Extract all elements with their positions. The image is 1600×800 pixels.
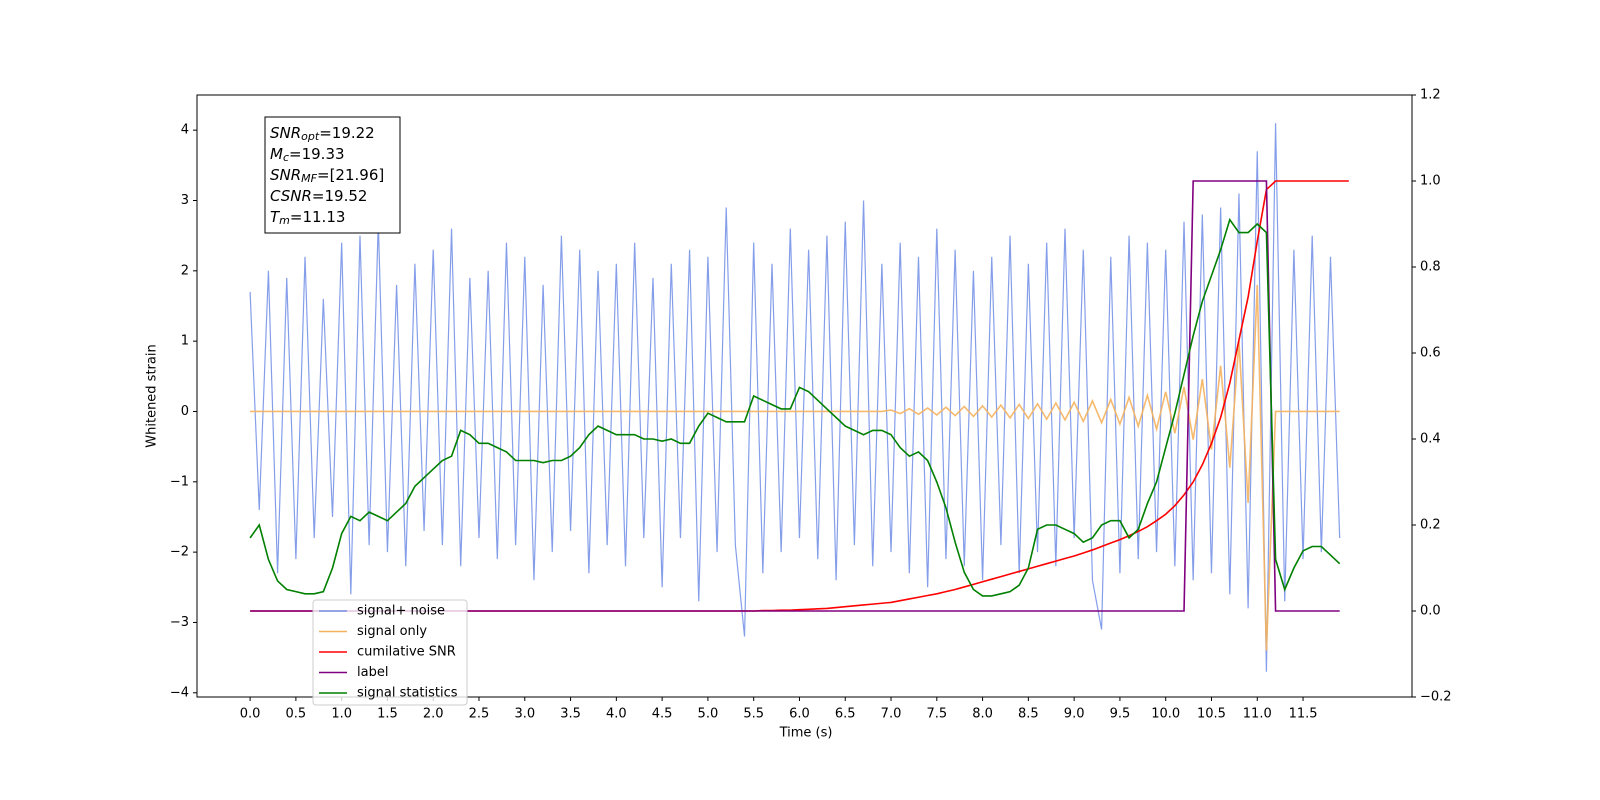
series-line: [250, 284, 1340, 651]
annotation-main: CSNR: [270, 187, 312, 205]
x-tick-label: 1.0: [331, 707, 352, 722]
annotation-line: Mc=19.33: [270, 145, 345, 165]
y-axis-label: Whitened strain: [145, 344, 160, 447]
x-tick-label: 2.0: [423, 707, 444, 722]
x-tick-label: 11.0: [1243, 707, 1272, 722]
y2-tick-label: 0.4: [1420, 432, 1441, 447]
y-tick-label: −4: [170, 685, 189, 700]
x-tick-label: 4.5: [652, 707, 673, 722]
x-tick-label: 3.5: [560, 707, 581, 722]
y-tick-label: 1: [181, 334, 189, 349]
annotation: SNRopt=19.22Mc=19.33SNRMF=[21.96]CSNR=19…: [264, 116, 401, 234]
legend-label: signal+ noise: [357, 604, 445, 619]
y-tick-label: 2: [181, 263, 189, 278]
x-tick-label: 8.0: [972, 707, 993, 722]
annotation-line: Tm=11.13: [270, 208, 345, 228]
x-axis-label: Time (s): [779, 726, 833, 741]
legend-label: cumilative SNR: [357, 645, 456, 660]
annotation-box: [264, 116, 401, 234]
legend-label: signal only: [357, 624, 427, 639]
legend-label: label: [357, 665, 388, 680]
y2-tick-label: 0.6: [1420, 346, 1441, 361]
x-tick-label: 6.5: [835, 707, 856, 722]
x-tick-label: 5.0: [698, 707, 719, 722]
x-tick-label: 0.5: [286, 707, 307, 722]
x-tick-label: 1.5: [377, 707, 398, 722]
annotation-main: M: [270, 145, 283, 163]
y2-tick-label: 0.2: [1420, 518, 1441, 533]
plot-frame: [196, 94, 1413, 698]
annotation-rest: =19.33: [289, 145, 345, 163]
x-tick-label: 6.0: [789, 707, 810, 722]
x-tick-label: 7.0: [881, 707, 902, 722]
y-tick-label: −3: [170, 615, 189, 630]
series-line: [249, 123, 1341, 672]
y-tick-label: 4: [181, 123, 189, 138]
annotation-line: CSNR=19.52: [270, 187, 367, 205]
x-tick-label: 5.5: [743, 707, 764, 722]
x-tick-label: 9.5: [1110, 707, 1131, 722]
y2-tick-label: 1.2: [1420, 88, 1441, 103]
x-tick-label: 4.0: [606, 707, 627, 722]
annotation-sub: m: [279, 214, 290, 227]
x-tick-label: 9.0: [1064, 707, 1085, 722]
annotation-rest: =19.22: [319, 124, 375, 142]
legend-box: [312, 599, 468, 706]
annotation-line: SNRMF=[21.96]: [270, 166, 384, 186]
annotation-sub: c: [283, 151, 289, 164]
annotation-rest: =19.52: [312, 187, 368, 205]
annotation-rest: =11.13: [290, 208, 346, 226]
annotation-line: SNRopt=19.22: [270, 124, 375, 144]
y-tick-label: −2: [170, 545, 189, 560]
annotation-main: SNR: [270, 166, 301, 184]
annotation-main: T: [270, 208, 281, 226]
y-tick-label: −1: [170, 474, 189, 489]
series-line: [250, 180, 1349, 612]
annotation-rest: =[21.96]: [317, 166, 384, 184]
x-tick-label: 0.0: [240, 707, 261, 722]
x-tick-label: 7.5: [926, 707, 947, 722]
x-tick-label: 3.0: [514, 707, 535, 722]
annotation-sub: opt: [301, 130, 320, 143]
y2-tick-label: 0.0: [1420, 604, 1441, 619]
y-tick-label: 3: [181, 193, 189, 208]
x-tick-label: 2.5: [469, 707, 490, 722]
x-tick-label: 10.0: [1151, 707, 1180, 722]
legend-label: signal statistics: [357, 686, 458, 701]
y2-tick-label: −0.2: [1420, 690, 1452, 705]
annotation-sub: MF: [301, 172, 317, 185]
y2-tick-label: 0.8: [1420, 260, 1441, 275]
x-tick-label: 8.5: [1018, 707, 1039, 722]
legend: signal+ noise signal only cumilative SNR la…: [312, 599, 468, 706]
y2-tick-label: 1.0: [1420, 174, 1441, 189]
y-tick-label: 0: [181, 404, 189, 419]
x-tick-label: 11.5: [1289, 707, 1318, 722]
x-tick-label: 10.5: [1197, 707, 1226, 722]
annotation-main: SNR: [270, 124, 301, 142]
series-line: [249, 217, 1341, 597]
